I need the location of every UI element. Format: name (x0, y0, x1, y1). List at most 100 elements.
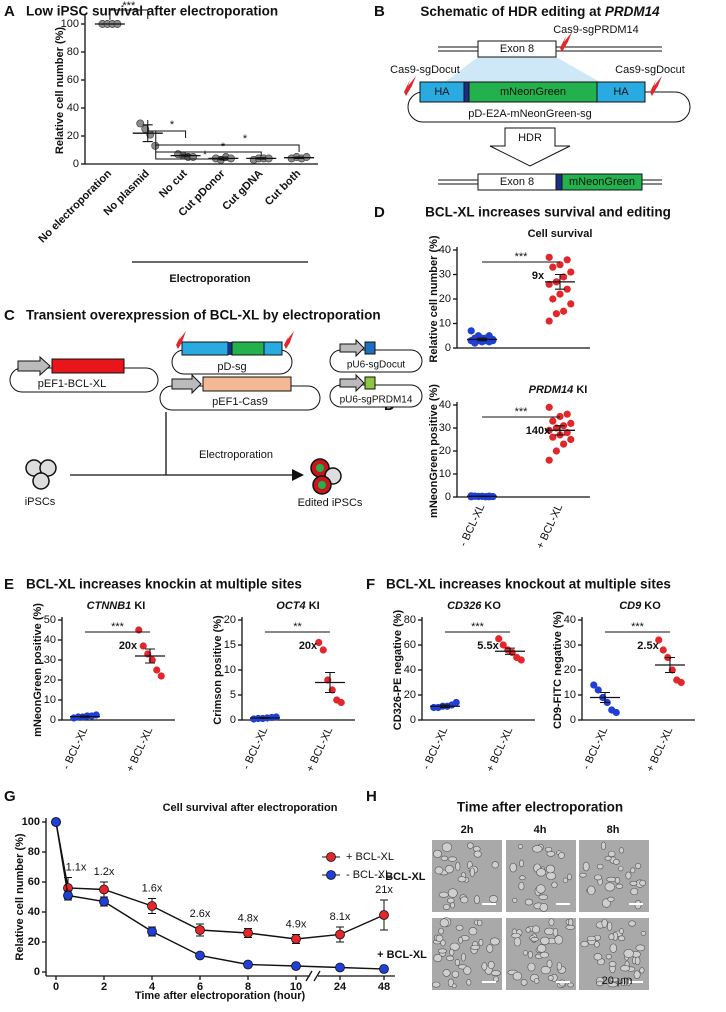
exon-label: Exon 8 (500, 176, 534, 188)
y-tick-label: 30 (564, 639, 576, 651)
data-point (195, 950, 205, 961)
cell-image (470, 944, 481, 950)
data-point (495, 635, 503, 643)
title-gene: PRDM14 (529, 384, 574, 396)
chart-title: OCT4 KI (276, 600, 319, 612)
cell-image (487, 960, 495, 970)
title-text: KI (306, 600, 320, 612)
cell-image (546, 871, 557, 880)
cell-image (639, 967, 645, 974)
cell-image (639, 879, 646, 887)
data-point (92, 711, 100, 719)
data-point (272, 713, 280, 721)
heading-gene: PRDM14 (605, 4, 660, 19)
data-point (567, 300, 575, 308)
y-tick-label: 10 (224, 664, 236, 676)
data-point (499, 641, 507, 649)
legend-label: - BCL-XL (346, 869, 391, 881)
cell-image (567, 873, 572, 881)
y-tick-label: 20 (404, 689, 416, 701)
cell-image (467, 842, 474, 849)
cell-image (449, 942, 460, 951)
data-point (471, 339, 479, 347)
data-point (567, 435, 575, 444)
y-tick-label: 20 (224, 614, 236, 626)
x-tick-label: + BCL-XL (644, 725, 675, 774)
cell-image (607, 921, 613, 931)
cell-image (634, 956, 641, 966)
y-tick-label: 60 (67, 74, 79, 86)
cell-image (609, 943, 618, 953)
insert-label: mNeonGreen (500, 86, 566, 98)
cell-image (640, 931, 647, 936)
cell-image (513, 937, 522, 947)
cell-image (545, 846, 553, 853)
column-label: 4h (534, 824, 547, 836)
title-text: KI (131, 600, 145, 612)
cell-image (440, 855, 449, 861)
data-point (243, 959, 253, 970)
cell-image (478, 938, 484, 947)
y-tick-label: 100 (22, 816, 40, 828)
y-tick-label: 30 (439, 268, 451, 280)
data-point (563, 256, 571, 264)
cell-image (455, 924, 464, 931)
cell-image (527, 950, 533, 959)
cell-image (536, 944, 547, 953)
cut-site (284, 331, 294, 349)
data-point (612, 708, 620, 717)
y-tick-label: 40 (67, 102, 79, 114)
data-point (567, 268, 575, 276)
data-point (560, 273, 568, 281)
error-bar (555, 425, 565, 436)
cell-image (486, 944, 494, 953)
title-gene: CTNNB1 (87, 600, 132, 612)
cell-image (607, 896, 615, 902)
y-tick-label: 80 (67, 46, 79, 58)
y-tick-label: 10 (439, 468, 451, 480)
cell-image (525, 927, 531, 933)
electroporation-schematic: pEF1-BCL-XL pD-sg pEF1-Cas9 pU6-sgDocut … (9, 331, 423, 509)
insert-label: mNeonGreen (569, 176, 635, 188)
cell-image (447, 856, 457, 862)
plasmid-label: pU6-sgPRDM14 (340, 395, 413, 406)
cell-image (441, 842, 453, 852)
significance: *** (471, 621, 485, 633)
y-tick-label: 40 (44, 634, 56, 646)
homology-shade (445, 57, 600, 82)
panel-heading: BCL-XL increases survival and editing (425, 205, 671, 220)
gene-box (51, 358, 125, 374)
cell-image (540, 966, 551, 975)
cell-image (444, 865, 454, 874)
y-tick-label: 5 (230, 689, 236, 701)
cell-image (539, 902, 549, 912)
panel-letter: A (4, 3, 15, 20)
x-tick-label: Cut both (263, 167, 304, 208)
cell-image (604, 855, 612, 861)
cell-image (579, 872, 587, 878)
homology-arm (263, 341, 283, 356)
data-point (545, 317, 553, 325)
promoter (339, 338, 365, 358)
x-tick-label: Cut gDNA (220, 168, 265, 213)
error-bar (555, 273, 565, 290)
cell-image (519, 875, 526, 881)
data-point (63, 890, 73, 901)
y-tick-label: 10 (564, 689, 576, 701)
data-point (549, 295, 557, 303)
significance: * (170, 119, 175, 131)
significance-line (155, 145, 262, 156)
data-point (560, 307, 568, 315)
cell-image (552, 927, 559, 937)
significance: *** (631, 621, 645, 633)
data-point (517, 656, 525, 664)
data-point (315, 638, 323, 647)
title-text: KI (573, 384, 587, 396)
x-tick-label: + BCL-XL (124, 725, 155, 774)
cell-image (539, 951, 549, 959)
plasmid-label: pD-sg (217, 361, 246, 373)
cell-image (623, 948, 634, 958)
gene-box (202, 376, 292, 392)
fold-change: 2.6x (190, 908, 211, 920)
cell-image (468, 927, 478, 936)
